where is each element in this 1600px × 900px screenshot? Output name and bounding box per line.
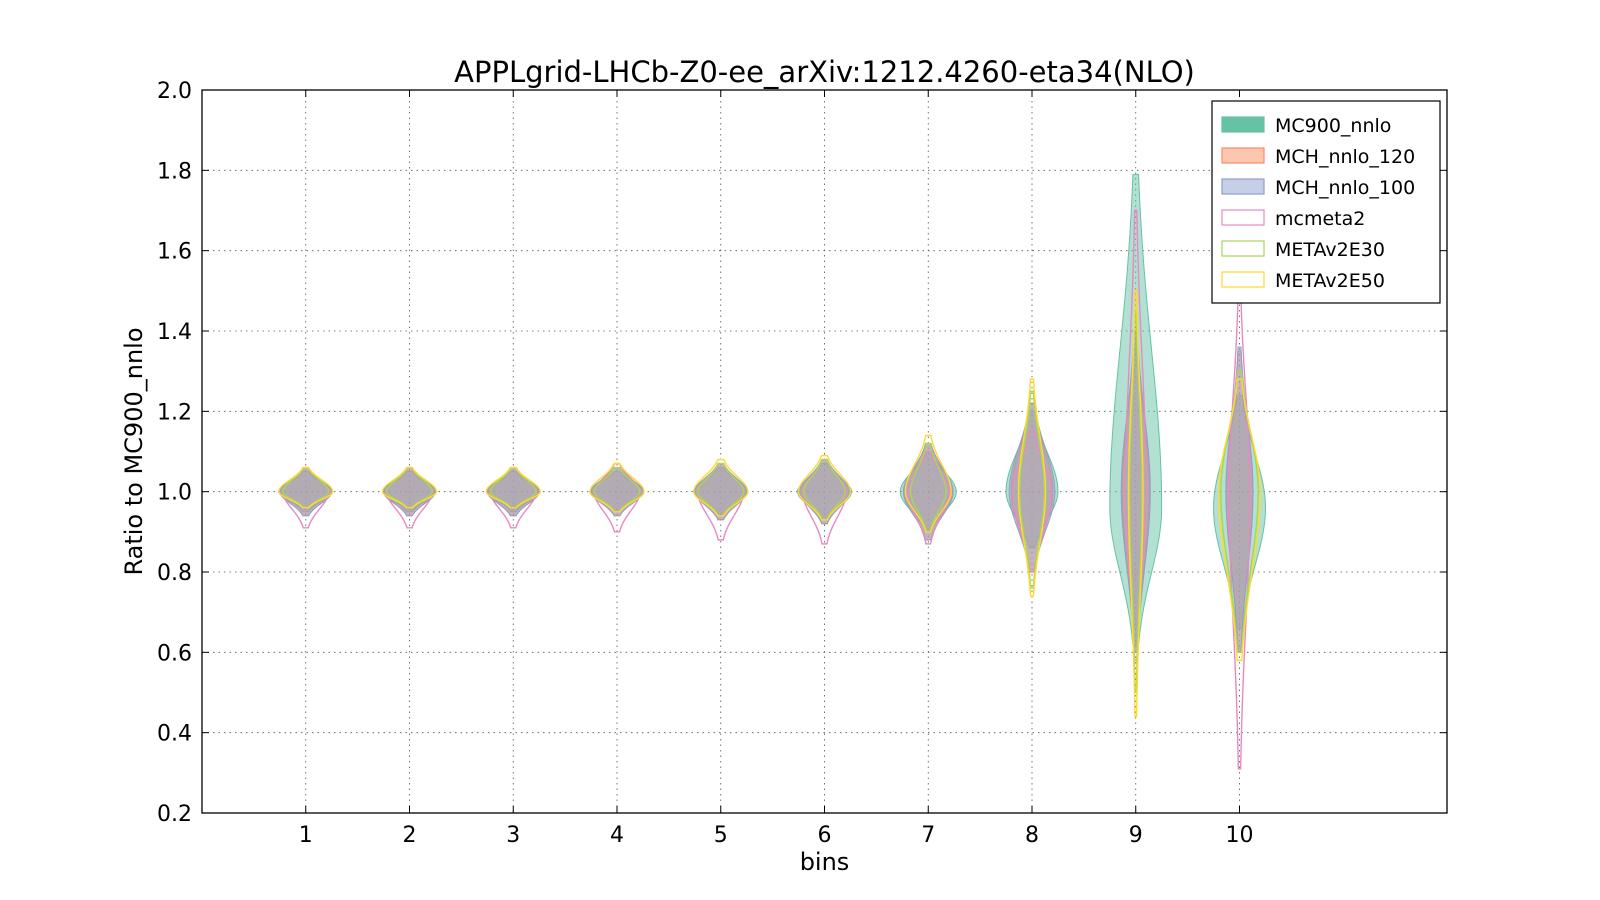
legend-label-MCH_nnlo_100: MCH_nnlo_100 bbox=[1275, 177, 1415, 199]
violin-mcmeta2-bin-7 bbox=[906, 450, 950, 545]
violin-MCH_nnlo_100-bin-1 bbox=[279, 467, 333, 517]
x-tick-label: 3 bbox=[506, 823, 520, 848]
violin-METAv2E30-bin-5 bbox=[697, 462, 745, 517]
violin-METAv2E50-bin-7 bbox=[904, 434, 952, 533]
y-tick-label: 0.4 bbox=[157, 722, 192, 747]
y-tick-label: 1.0 bbox=[157, 481, 192, 506]
violin-METAv2E50-bin-10 bbox=[1218, 378, 1261, 662]
legend-swatch-METAv2E50 bbox=[1221, 271, 1265, 288]
legend: MC900_nnlo MCH_nnlo_120 MCH_nnlo_100mcmeta… bbox=[1211, 100, 1441, 304]
violin-MCH_nnlo_100-bin-2 bbox=[383, 467, 436, 517]
y-tick-label: 1.4 bbox=[157, 320, 192, 345]
violin-MCH_nnlo_100-bin-10 bbox=[1225, 346, 1254, 653]
violin-METAv2E30-bin-4 bbox=[593, 466, 641, 513]
legend-label-MCH_nnlo_120: MCH_nnlo_120 bbox=[1275, 146, 1415, 168]
legend-label-MC900_nnlo: MC900_nnlo bbox=[1275, 115, 1391, 137]
violin-mcmeta2-bin-9 bbox=[1124, 209, 1147, 662]
violin-METAv2E50-bin-4 bbox=[589, 462, 645, 513]
x-tick-label: 6 bbox=[818, 823, 832, 848]
series-METAv2E50 bbox=[278, 290, 1261, 718]
violin-METAv2E30-bin-10 bbox=[1220, 370, 1259, 654]
violin-MCH_nnlo_100-bin-6 bbox=[799, 459, 850, 525]
y-tick-label: 0.8 bbox=[157, 561, 192, 586]
violin-METAv2E50-bin-3 bbox=[485, 466, 541, 509]
chart-title: APPLgrid-LHCb-Z0-ee_arXiv:1212.4260-eta3… bbox=[454, 55, 1195, 89]
legend-swatch-MCH_nnlo_120 bbox=[1221, 147, 1265, 164]
violin-METAv2E50-bin-9 bbox=[1127, 290, 1144, 718]
x-tick-label: 9 bbox=[1129, 823, 1143, 848]
violin-METAv2E50-bin-2 bbox=[381, 466, 438, 509]
violin-METAv2E50-bin-5 bbox=[693, 458, 749, 517]
violin-MCH_nnlo_100-bin-3 bbox=[486, 467, 540, 517]
violin-METAv2E30-bin-6 bbox=[803, 458, 846, 521]
x-axis-label: bins bbox=[800, 848, 850, 876]
x-tick-label: 8 bbox=[1025, 823, 1039, 848]
violin-METAv2E50-bin-1 bbox=[278, 466, 334, 509]
violin-METAv2E30-bin-8 bbox=[1018, 390, 1046, 589]
violin-mcmeta2-bin-8 bbox=[1011, 430, 1053, 573]
axis-ticks: 0.2 0.4 0.6 0.8 1.0 1.2 1.4 1.6 1.8 2.0 1 2 3 4 5 6 7 8 9 1… bbox=[157, 79, 1447, 848]
violins bbox=[278, 173, 1266, 770]
y-tick-label: 1.8 bbox=[157, 159, 192, 184]
legend-swatch-mcmeta2 bbox=[1221, 209, 1265, 226]
series-MC900_nnlo bbox=[279, 173, 1266, 645]
violin-METAv2E50-bin-6 bbox=[797, 454, 852, 521]
violin-MCH_nnlo_100-bin-8 bbox=[1008, 402, 1056, 573]
legend-label-METAv2E50: METAv2E50 bbox=[1275, 270, 1385, 292]
y-tick-label: 0.2 bbox=[157, 802, 192, 827]
x-tick-label: 2 bbox=[403, 823, 417, 848]
y-axis-label: Ratio to MC900_nnlo bbox=[120, 327, 148, 575]
y-tick-label: 1.6 bbox=[157, 240, 192, 265]
violin-MCH_nnlo_100-bin-4 bbox=[590, 467, 644, 517]
legend-box bbox=[1211, 100, 1441, 304]
series-MCH_nnlo_100 bbox=[279, 330, 1254, 653]
violin-MCH_nnlo_100-bin-5 bbox=[694, 463, 748, 521]
legend-swatch-MC900_nnlo bbox=[1221, 116, 1265, 133]
legend-label-METAv2E30: METAv2E30 bbox=[1275, 239, 1385, 261]
y-tick-label: 0.6 bbox=[157, 641, 192, 666]
x-tick-label: 1 bbox=[299, 823, 313, 848]
violin-METAv2E30-bin-7 bbox=[909, 442, 947, 533]
legend-swatch-MCH_nnlo_100 bbox=[1221, 178, 1265, 195]
violin-METAv2E50-bin-8 bbox=[1017, 378, 1047, 597]
x-tick-label: 4 bbox=[610, 823, 624, 848]
x-tick-label: 7 bbox=[921, 823, 935, 848]
legend-label-mcmeta2: mcmeta2 bbox=[1275, 208, 1365, 230]
x-tick-label: 10 bbox=[1226, 823, 1254, 848]
legend-swatch-METAv2E30 bbox=[1221, 240, 1265, 257]
y-tick-label: 1.2 bbox=[157, 400, 192, 425]
x-tick-label: 5 bbox=[714, 823, 728, 848]
y-tick-label: 2.0 bbox=[157, 79, 192, 104]
